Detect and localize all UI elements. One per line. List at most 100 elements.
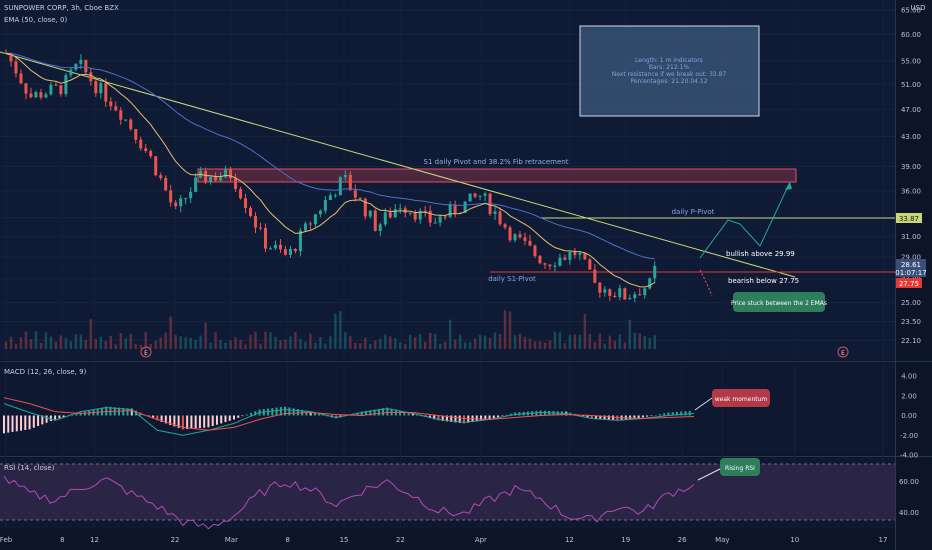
volume-bar — [304, 341, 307, 349]
callout-rising-rsi-text: Rising RSI — [725, 465, 755, 472]
candle-body — [9, 53, 13, 62]
macd-histogram-bar — [237, 415, 240, 418]
last-price-text: 28.61 — [901, 261, 921, 269]
volume-bar — [468, 341, 472, 349]
ema-fast-line[interactable] — [5, 52, 655, 288]
macd-histogram-bar — [322, 415, 325, 416]
volume-bar — [404, 344, 407, 349]
candle-body — [523, 237, 527, 241]
volume-bar — [214, 332, 217, 349]
time-axis[interactable]: Feb 8 12 22 Mar 8 15 22 Apr 12 19 26 May 10 17 — [0, 536, 887, 544]
candle-body — [209, 176, 213, 183]
macd-histogram-bar — [58, 415, 61, 419]
candle-body — [214, 176, 218, 181]
candle-body — [463, 201, 467, 213]
volume-bar — [224, 342, 227, 349]
ema-50-line[interactable] — [5, 52, 655, 260]
macd-histogram-bar — [62, 415, 65, 418]
volume-bar — [254, 331, 257, 349]
volume-bar — [69, 341, 73, 349]
volume-bars — [4, 310, 656, 349]
candle-body — [603, 289, 607, 293]
volume-bar — [179, 336, 182, 349]
macd-histogram-bar — [501, 415, 504, 417]
volume-bar — [94, 338, 98, 349]
macd-histogram-bar — [437, 415, 440, 421]
volume-bar — [523, 336, 527, 349]
volume-bar — [129, 333, 132, 349]
macd-histogram-bar — [203, 415, 206, 428]
candle-body — [353, 190, 357, 198]
volume-bar — [309, 333, 312, 349]
volume-bar — [633, 332, 636, 349]
volume-bar — [29, 339, 33, 349]
descending-trendline[interactable] — [0, 51, 796, 278]
macd-histogram-bar — [463, 415, 465, 424]
macd-histogram-bar — [160, 415, 163, 422]
rsi-line[interactable] — [3, 475, 695, 530]
countdown-text: 01:07:17 — [895, 269, 926, 277]
volume-bar — [588, 333, 592, 349]
candle-body — [109, 101, 113, 107]
macd-histogram-bar — [71, 414, 74, 416]
macd-histogram-bar — [373, 409, 376, 416]
macd-histogram-bar — [32, 415, 35, 428]
macd-histogram-bar — [454, 415, 457, 423]
volume-bar — [74, 334, 78, 349]
candle-body — [623, 288, 627, 300]
candle-body — [54, 84, 58, 86]
candle-body — [283, 249, 287, 255]
volume-bar — [339, 311, 342, 349]
time-tick-label: 17 — [879, 536, 888, 544]
volume-bar — [229, 340, 232, 349]
macd-histogram-bar — [445, 415, 448, 422]
macd-histogram-bar — [177, 415, 180, 428]
candle-body — [308, 223, 312, 225]
macd-histogram-bar — [688, 410, 691, 416]
volume-bar — [623, 342, 626, 349]
volume-bar — [528, 338, 532, 349]
macd-signal-line[interactable] — [3, 397, 695, 431]
earnings-marker[interactable] — [837, 346, 849, 358]
volume-bar — [458, 334, 462, 349]
volume-bar — [89, 319, 93, 349]
volume-bar — [628, 319, 631, 349]
rsi-tick-label: 60.00 — [899, 478, 919, 486]
volume-bar — [473, 338, 477, 349]
candle-body — [259, 227, 263, 229]
volume-bar — [433, 333, 437, 349]
macd-tick-label: -2.00 — [900, 432, 918, 440]
candle-body — [403, 208, 407, 213]
bullish-label: bullish above 29.99 — [726, 250, 795, 258]
candle-body — [288, 249, 292, 255]
candle-body — [144, 148, 148, 151]
candle-body — [548, 264, 552, 267]
earnings-marker[interactable] — [140, 346, 152, 358]
volume-bar — [184, 337, 187, 349]
macd-histogram-bar — [313, 412, 316, 416]
volume-bar — [503, 310, 507, 349]
macd-histogram-bar — [667, 412, 670, 416]
candle-body — [508, 227, 512, 241]
volume-bar — [354, 342, 357, 349]
macd-histogram-bar — [603, 415, 606, 420]
macd-histogram-bar — [650, 415, 653, 417]
macd-histogram-bar — [198, 415, 201, 429]
volume-bar — [508, 311, 512, 349]
macd-pane[interactable] — [0, 363, 895, 455]
volume-bar — [364, 337, 367, 349]
volume-bar — [369, 343, 372, 349]
volume-bar — [379, 338, 382, 349]
price-tick-label: 23.50 — [901, 318, 921, 326]
callout-stuck — [733, 292, 825, 312]
macd-histogram-bar — [416, 414, 419, 416]
candle-body — [628, 298, 632, 300]
macd-histogram-bar — [356, 412, 359, 416]
volume-bar — [314, 342, 317, 349]
candle-body — [179, 198, 183, 207]
macd-histogram-bar — [152, 415, 155, 419]
candle-body — [249, 207, 253, 217]
volume-bar — [409, 334, 412, 349]
price-tick-label: 25.00 — [901, 299, 921, 307]
